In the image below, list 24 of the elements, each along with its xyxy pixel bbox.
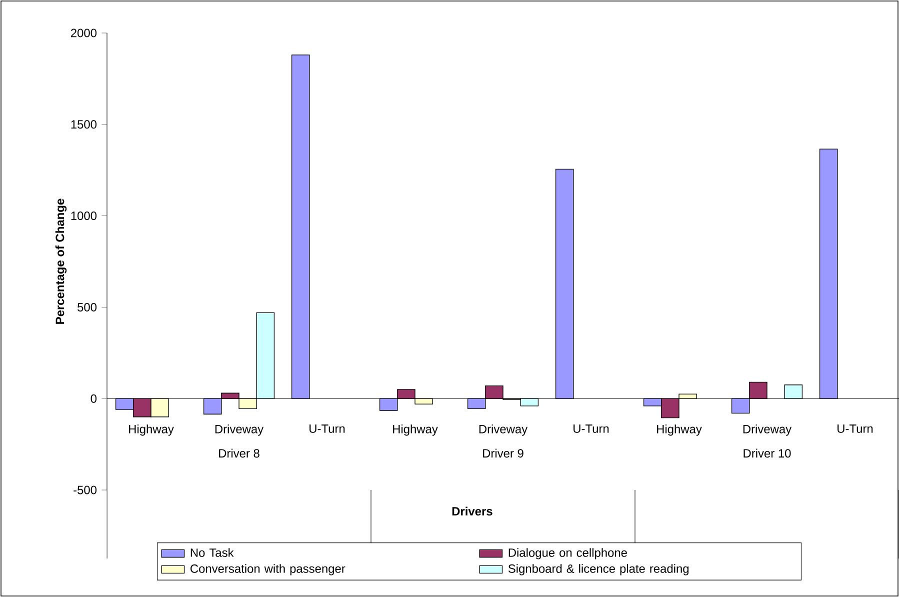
annotation: Driver 10 [744, 448, 791, 458]
y-tick-label: 1000 [71, 212, 97, 220]
x-tick-label: U-Turn [310, 424, 345, 433]
y-tick-label: 1500 [71, 120, 97, 129]
legend-label: Signboard & licence plate reading [508, 564, 689, 576]
y-tick-label: 0 [90, 394, 97, 403]
x-tick-label: U-Turn [574, 424, 609, 433]
y-tick-label: -500 [74, 486, 97, 494]
legend-label: Conversation with passenger [190, 564, 346, 576]
x-tick-label: Highway [393, 424, 438, 436]
x-tick-label: Driveway [743, 424, 792, 436]
x-tick-label: Driveway [215, 424, 264, 436]
y-axis-title: Percentage of Change [55, 198, 67, 324]
y-tick-label: 500 [78, 302, 97, 312]
x-tick-label: Driveway [479, 424, 528, 436]
x-tick-label: Highway [657, 424, 702, 436]
x-tick-label: Highway [129, 424, 174, 436]
x-axis-title: Drivers [452, 506, 492, 516]
legend-label: No Task [190, 548, 234, 557]
annotation: Driver 8 [219, 448, 260, 458]
annotation: Driver 9 [483, 448, 524, 458]
legend-label: Dialogue on cellphone [508, 548, 627, 560]
x-tick-label: U-Turn [838, 424, 873, 433]
y-tick-label: 2000 [71, 28, 97, 38]
